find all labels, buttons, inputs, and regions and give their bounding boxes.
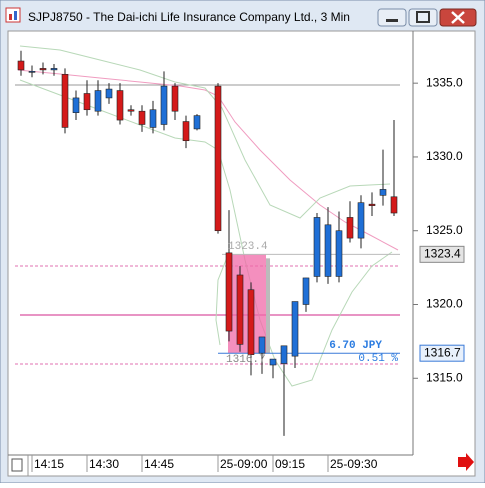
measure-shadow xyxy=(266,258,270,354)
price-box-label: 1316.7 xyxy=(424,345,461,359)
moving-average xyxy=(17,69,399,251)
candle-body xyxy=(39,68,47,71)
candle-body xyxy=(368,203,376,206)
maximize-glyph xyxy=(416,11,430,23)
candle-body xyxy=(72,97,80,113)
candle-body xyxy=(313,217,321,277)
candle-body xyxy=(291,301,299,357)
app-icon-glyph xyxy=(9,14,12,20)
candle-body xyxy=(247,289,255,355)
candle-body xyxy=(171,85,179,112)
candle-body xyxy=(379,189,387,196)
candle-body xyxy=(269,358,277,366)
x-tick-label: 14:45 xyxy=(144,457,174,471)
x-tick-label: 14:15 xyxy=(34,457,64,471)
y-tick-label: 1320.0 xyxy=(426,297,463,311)
x-tick-label: 25-09:30 xyxy=(330,457,378,471)
candle-body xyxy=(138,110,146,125)
candle-body xyxy=(116,90,124,121)
window-title: SJPJ8750 - The Dai-ichi Life Insurance C… xyxy=(28,10,350,24)
candle-body xyxy=(324,224,332,277)
band-upper xyxy=(19,45,391,219)
candle-body xyxy=(346,217,354,239)
candle-body xyxy=(357,202,365,239)
minimize-glyph xyxy=(386,19,398,22)
app-icon xyxy=(5,7,21,23)
y-tick-label: 1330.0 xyxy=(426,149,463,163)
candle-body xyxy=(225,252,233,332)
candle-body xyxy=(258,336,266,354)
candle-body xyxy=(28,71,36,73)
candle-body xyxy=(94,90,102,112)
x-tick-label: 09:15 xyxy=(275,457,305,471)
candle-body xyxy=(105,88,113,99)
candle-body xyxy=(83,93,91,111)
candle-body xyxy=(50,68,58,71)
measure-percent: 0.51 % xyxy=(358,353,398,365)
close-glyph xyxy=(451,11,465,24)
x-tick-label: 14:30 xyxy=(89,457,119,471)
candle-body xyxy=(335,230,343,277)
candle-body xyxy=(214,85,222,232)
price-box xyxy=(419,245,465,263)
candle-body xyxy=(61,74,69,128)
band-curve xyxy=(215,254,229,346)
candle-body xyxy=(160,85,168,125)
minimize-button[interactable] xyxy=(377,8,407,27)
candle-body xyxy=(193,115,201,130)
corner-box[interactable] xyxy=(11,458,23,472)
price-box xyxy=(419,344,465,362)
candle-body xyxy=(127,109,135,112)
candle-body xyxy=(302,277,310,305)
y-tick-label: 1315.0 xyxy=(426,370,463,384)
candle-body xyxy=(236,274,244,345)
measure-change: 6.70 JPY xyxy=(329,340,382,352)
x-tick-label: 25-09:00 xyxy=(220,457,268,471)
candle-body xyxy=(182,121,190,142)
scroll-arrow[interactable] xyxy=(458,453,474,471)
candle-body xyxy=(149,109,157,128)
app-icon-glyph xyxy=(14,11,17,20)
measure-end-label: 1316.7 xyxy=(226,354,266,366)
y-tick-label: 1335.0 xyxy=(426,75,463,89)
price-box-label: 1323.4 xyxy=(424,247,461,261)
candle-body xyxy=(390,196,398,214)
candle-body xyxy=(17,60,25,71)
measure-start-label: 1323.4 xyxy=(228,241,268,253)
candle-body xyxy=(280,345,288,364)
y-tick-label: 1325.0 xyxy=(426,223,463,237)
